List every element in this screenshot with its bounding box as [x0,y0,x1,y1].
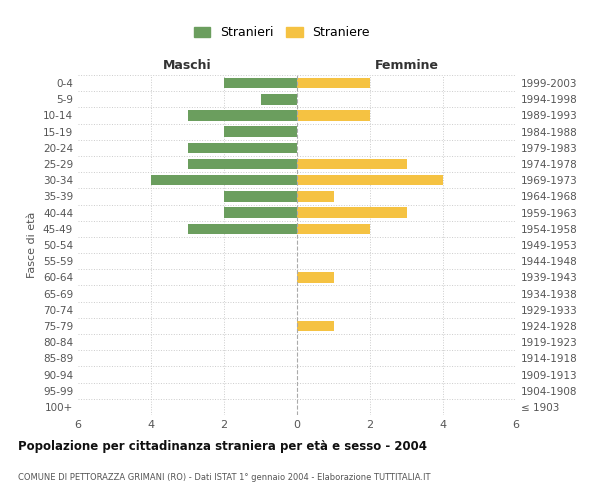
Bar [297,110,370,120]
Bar [260,94,297,104]
Text: Popolazione per cittadinanza straniera per età e sesso - 2004: Popolazione per cittadinanza straniera p… [18,440,427,453]
Bar [297,191,334,202]
Bar [187,159,297,170]
Bar [297,224,370,234]
Bar [297,175,443,186]
Bar [297,272,334,282]
Bar [187,224,297,234]
Bar [187,110,297,120]
Bar [297,320,334,331]
Bar [224,126,297,137]
Bar [297,159,407,170]
Text: Femmine: Femmine [374,59,439,72]
Legend: Stranieri, Straniere: Stranieri, Straniere [189,21,375,44]
Text: Maschi: Maschi [163,59,212,72]
Bar [224,191,297,202]
Bar [224,78,297,88]
Text: COMUNE DI PETTORAZZA GRIMANI (RO) - Dati ISTAT 1° gennaio 2004 - Elaborazione TU: COMUNE DI PETTORAZZA GRIMANI (RO) - Dati… [18,473,431,482]
Bar [224,208,297,218]
Bar [187,142,297,153]
Bar [151,175,297,186]
Y-axis label: Fasce di età: Fasce di età [28,212,37,278]
Bar [297,208,407,218]
Bar [297,78,370,88]
